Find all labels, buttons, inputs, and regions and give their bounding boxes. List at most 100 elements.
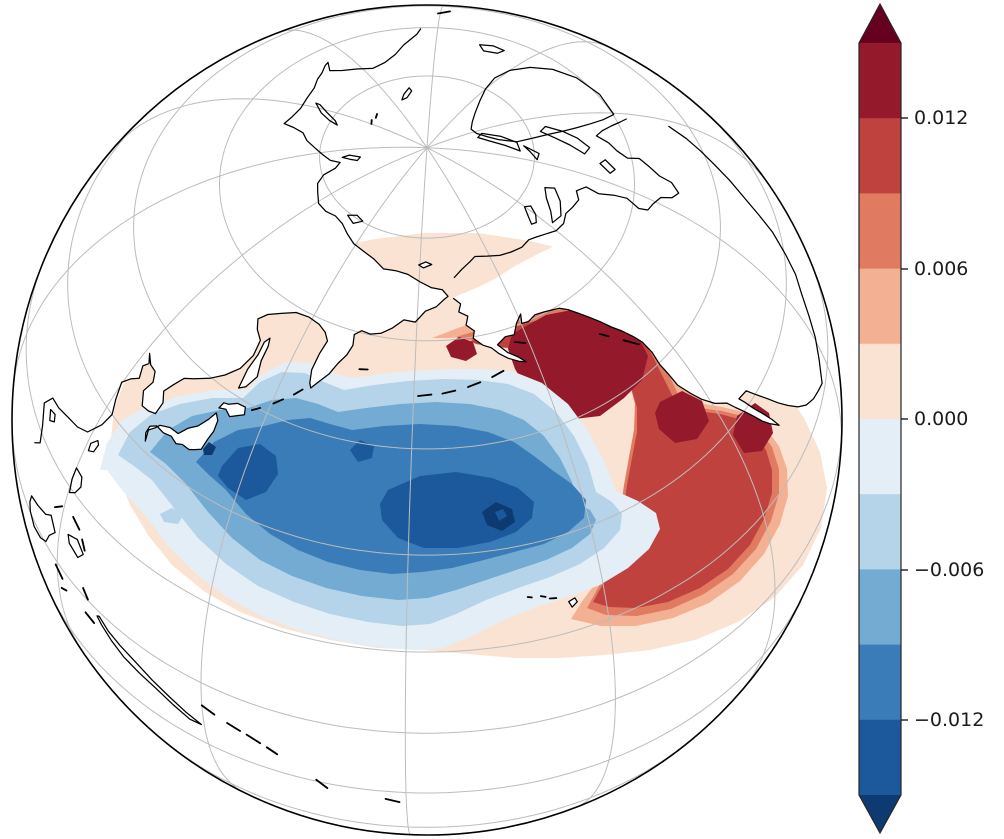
coast-kuril-islands <box>292 388 304 396</box>
coast-franz-josef-land <box>374 113 379 119</box>
contour-negative-5-core-inner <box>495 509 507 521</box>
colorbar-tick-label: −0.012 <box>914 709 984 731</box>
coast-vanuatu <box>315 778 329 790</box>
landfill-luzon <box>69 467 82 493</box>
landfill-mindanao <box>68 534 84 558</box>
landfill-sakhalin <box>238 338 270 388</box>
colorbar-arrow-up <box>859 4 901 43</box>
coast-mindanao <box>67 533 84 559</box>
meridian-270 <box>426 147 842 446</box>
meridian-60 <box>113 98 428 149</box>
colorbar-arrow-down <box>859 795 901 833</box>
coast-eurasia-coast <box>34 28 449 444</box>
coast-wrangel-island <box>418 261 433 269</box>
landfill-hokkaido <box>218 402 246 417</box>
coast-aleutian-islands <box>491 369 505 379</box>
colorbar-segment <box>859 569 901 646</box>
meridian-90 <box>12 146 428 395</box>
coast-hawaii-big-island <box>568 597 578 608</box>
coast-severnaya-zemlya <box>341 154 362 162</box>
meridian-210 <box>426 147 616 808</box>
meridian-0 <box>426 5 444 148</box>
coast-borneo <box>29 495 56 543</box>
coast-banks-island <box>523 205 537 225</box>
colorbar-outline <box>858 2 902 835</box>
parallel--15 <box>47 588 807 794</box>
contour-positive-4-bering-spot <box>446 337 477 361</box>
contour-negative-4-mid <box>350 440 374 462</box>
colorbar-segment <box>859 419 901 495</box>
colorbar-segment <box>859 494 901 570</box>
coast-arctic-america-coast <box>453 118 680 279</box>
landfill-honshu-kyushu <box>145 412 218 450</box>
coast-philippine-visayas <box>81 538 86 552</box>
colorbar-tick-label: −0.006 <box>914 559 984 581</box>
coast-bismarck-solomons <box>226 722 242 732</box>
landfill-hainan <box>49 409 56 422</box>
contour-positive-3-sweep <box>470 311 772 608</box>
coast-sulawesi-moluccas <box>82 587 89 601</box>
contour-positive-4-coastal-a <box>655 391 709 443</box>
coast-aleutian-islands <box>467 381 482 388</box>
coast-philippine-visayas <box>72 515 81 531</box>
colorbar: 0.012 0.006 0.000 −0.006 −0.012 <box>858 2 984 835</box>
contour-negative-5-japan-dot <box>203 442 216 455</box>
coast-ellesmere-island <box>477 132 521 152</box>
coast-greenland <box>470 66 615 143</box>
coast-taiwan <box>87 439 100 453</box>
colorbar-segment <box>859 268 901 345</box>
coast-new-guinea <box>96 615 203 726</box>
coast-honshu-kyushu <box>144 412 219 451</box>
landfill-southampton-island <box>600 159 616 174</box>
parallel-30 <box>67 105 787 556</box>
coast-victoria-island <box>544 186 562 224</box>
landfill-eurasia-fill <box>30 21 448 443</box>
parallel-60 <box>219 27 635 342</box>
coast-hawaii-small-islands <box>539 595 547 598</box>
coast-kodiak-island <box>513 341 527 344</box>
colorbar-tick-label: 0.000 <box>914 408 968 430</box>
meridian-300 <box>426 112 771 187</box>
parallel--30 <box>155 733 699 828</box>
parallel-45 <box>133 5 721 450</box>
landfill-victoria-island <box>544 187 561 223</box>
coast-fiji <box>384 797 401 804</box>
meridian-180 <box>404 147 428 835</box>
coast-svalbard <box>401 87 413 101</box>
coast-sulawesi-moluccas <box>60 586 68 592</box>
coast-philippine-visayas <box>53 505 64 509</box>
coast-iceland <box>478 44 505 54</box>
coast-novaya-zemlya <box>315 102 338 126</box>
coast-new-siberian-islands <box>347 214 364 225</box>
landfill-svalbard <box>401 87 412 100</box>
coast-sulawesi-moluccas <box>84 611 96 624</box>
landfill-banks-island <box>524 206 537 225</box>
colorbar-segment <box>859 719 901 796</box>
parallel-75 <box>319 75 535 239</box>
parallel-15 <box>25 260 829 653</box>
contour-negative-1-outlier <box>160 508 184 524</box>
landfill-north-america-fill <box>453 126 823 426</box>
meridian-30 <box>278 29 428 148</box>
globe-outline <box>11 4 843 836</box>
coast-sulawesi-moluccas <box>54 563 64 580</box>
contour-negative-4-japan <box>218 444 278 500</box>
colorbar-segment <box>859 118 901 194</box>
coast-north-america-coast <box>452 125 823 426</box>
coastlines <box>29 10 823 804</box>
coast-aleutian-islands <box>441 389 457 395</box>
coast-kuril-islands <box>250 407 262 412</box>
landfill-novaya-zemlya <box>315 103 338 126</box>
coast-hokkaido <box>218 402 247 418</box>
colorbar-segment <box>859 644 901 721</box>
globe <box>12 5 842 835</box>
coast-bismarck-solomons <box>245 733 262 745</box>
coast-baffin-island <box>539 125 591 155</box>
graticule <box>12 5 842 835</box>
colorbar-segment <box>859 343 901 420</box>
meridian-240 <box>426 147 776 694</box>
coast-bismarck-solomons <box>200 704 216 716</box>
coast-bismarck-solomons <box>265 746 279 756</box>
